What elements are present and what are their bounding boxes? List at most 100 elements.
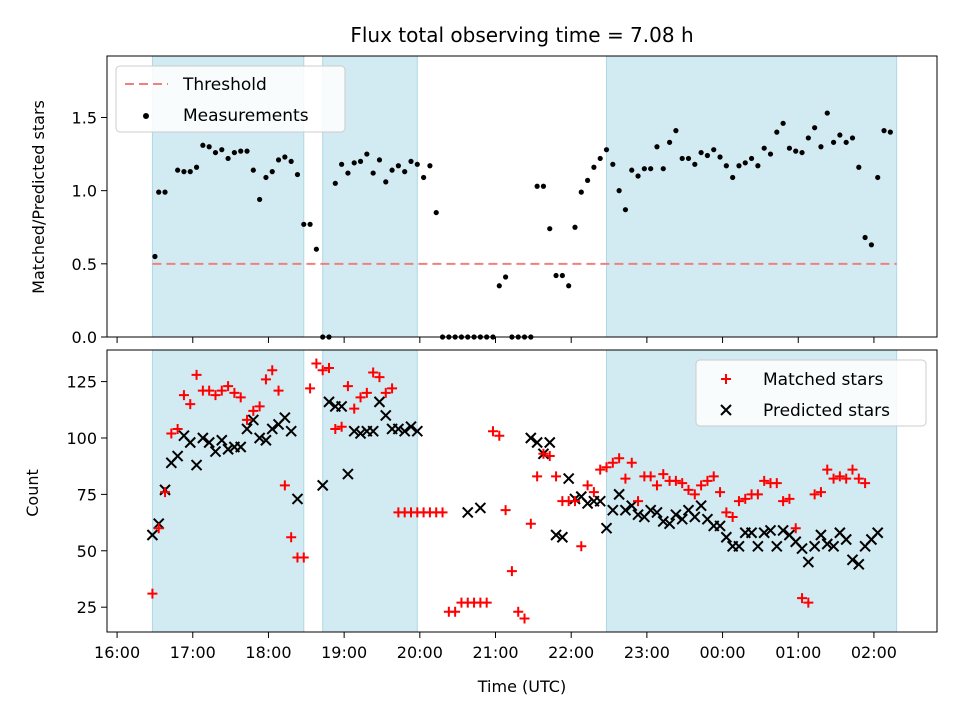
- measurement-point: [679, 155, 685, 162]
- predicted-star-point: [607, 504, 619, 516]
- predicted-star-point: [544, 436, 556, 449]
- measurement-point: [193, 164, 200, 170]
- matched-star-point: [538, 448, 549, 459]
- matched-star-point: [778, 496, 789, 507]
- predicted-star-point: [348, 425, 360, 437]
- measurement-point: [730, 174, 736, 181]
- predicted-star-point: [815, 529, 827, 541]
- measurement-point: [307, 221, 313, 227]
- shaded-interval: [606, 55, 898, 338]
- measurement-point: [250, 167, 256, 173]
- shaded-interval: [322, 349, 418, 633]
- measurement-point: [591, 164, 597, 170]
- top-panel: 0.0 0.5 1.0 1.5 Matched/Predicted stars Thr…: [29, 55, 938, 347]
- matched-star-point: [544, 451, 555, 462]
- shaded-interval: [151, 349, 305, 633]
- predicted-star-point: [462, 506, 474, 519]
- predicted-star-point: [651, 506, 663, 519]
- measurement-point: [339, 161, 345, 167]
- matched-legend-swatch: [721, 374, 731, 384]
- measurement-point: [761, 145, 767, 151]
- predicted-star-point: [827, 540, 840, 552]
- matched-star-point: [822, 464, 833, 475]
- predicted-star-point: [367, 425, 379, 437]
- predicted-star-point: [146, 529, 159, 541]
- matched-star-point: [847, 464, 858, 475]
- matched-star-point: [841, 473, 852, 484]
- predicted-star-point: [550, 529, 562, 541]
- matched-star-point: [645, 471, 656, 482]
- measurement-point: [357, 158, 364, 164]
- y-tick-label: 125: [66, 373, 97, 392]
- measurement-point: [748, 155, 755, 162]
- measurement-point: [547, 226, 553, 232]
- measurement-point: [868, 242, 875, 248]
- measurement-point: [175, 167, 181, 173]
- measurement-point: [389, 167, 395, 173]
- measurement-point: [559, 272, 565, 279]
- matched-star-point: [298, 552, 309, 563]
- predicted-star-point: [695, 499, 707, 512]
- predicted-star-point: [260, 434, 272, 446]
- x-tick-label: 02:00: [851, 643, 897, 662]
- predicted-star-point: [771, 540, 783, 552]
- matched-star-point: [387, 383, 398, 394]
- predicted-legend-label: Predicted stars: [763, 401, 890, 421]
- predicted-star-point: [354, 427, 367, 440]
- measurement-point: [332, 180, 338, 186]
- matched-star-point: [273, 385, 284, 396]
- measurement-point: [225, 155, 231, 162]
- y-tick-label: 25: [77, 598, 97, 617]
- matched-star-point: [860, 478, 871, 489]
- measurement-point: [534, 183, 540, 189]
- matched-star-point: [595, 464, 606, 475]
- matched-star-point: [437, 507, 448, 518]
- measurement-point: [692, 161, 698, 167]
- matched-star-point: [601, 462, 612, 473]
- matched-star-points: [147, 359, 871, 624]
- measurement-point: [641, 166, 647, 172]
- measurement-point: [767, 151, 774, 157]
- measurement-point: [629, 167, 635, 173]
- matched-star-point: [683, 484, 694, 495]
- matched-star-point: [797, 593, 808, 604]
- predicted-star-point: [562, 472, 575, 485]
- predicted-star-points: [146, 397, 884, 571]
- measurement-point: [244, 148, 250, 154]
- measurement-point: [717, 154, 723, 160]
- measurement-point: [616, 188, 622, 194]
- matched-star-point: [620, 473, 631, 484]
- measurement-point: [540, 183, 547, 189]
- measurement-point: [887, 129, 893, 135]
- y-tick-label: 0.5: [72, 255, 97, 274]
- measurement-point: [597, 155, 603, 162]
- measurement-point: [610, 161, 616, 167]
- matched-star-point: [633, 496, 644, 507]
- matched-star-point: [153, 523, 164, 534]
- bottom-y-axis: 25 50 75 100 125: [66, 373, 107, 617]
- predicted-star-point: [216, 434, 228, 446]
- predicted-star-point: [266, 423, 278, 435]
- matched-star-point: [715, 487, 726, 498]
- measurement-point: [162, 189, 168, 195]
- matched-star-point: [267, 365, 278, 376]
- measurement-point: [881, 128, 887, 134]
- measurement-point: [774, 129, 780, 135]
- top-legend-box: [115, 65, 346, 133]
- matched-star-point: [803, 597, 814, 608]
- matched-star-point: [784, 493, 795, 504]
- bottom-y-label: Count: [23, 469, 42, 517]
- predicted-star-point: [808, 540, 821, 552]
- predicted-star-point: [222, 443, 234, 455]
- measurement-point: [231, 149, 238, 156]
- x-tick-label: 19:00: [321, 643, 367, 662]
- measurement-point: [263, 174, 269, 181]
- measurement-point: [219, 147, 225, 153]
- measurement-point: [635, 173, 641, 179]
- predicted-star-point: [209, 445, 222, 458]
- matched-star-point: [519, 613, 530, 624]
- matched-star-point: [500, 505, 511, 516]
- matched-star-point: [740, 493, 751, 504]
- x-tick-label: 01:00: [775, 643, 821, 662]
